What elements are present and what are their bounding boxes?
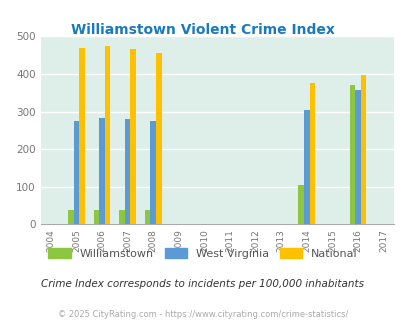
- Bar: [354, 90, 360, 224]
- Bar: [309, 83, 314, 224]
- Bar: [145, 211, 150, 224]
- Text: © 2025 CityRating.com - https://www.cityrating.com/crime-statistics/: © 2025 CityRating.com - https://www.city…: [58, 310, 347, 319]
- Bar: [68, 211, 73, 224]
- Legend: Williamstown, West Virginia, National: Williamstown, West Virginia, National: [44, 243, 361, 263]
- Bar: [124, 119, 130, 224]
- Bar: [73, 121, 79, 224]
- Bar: [150, 120, 156, 224]
- Text: Crime Index corresponds to incidents per 100,000 inhabitants: Crime Index corresponds to incidents per…: [41, 279, 364, 289]
- Text: Williamstown Violent Crime Index: Williamstown Violent Crime Index: [71, 23, 334, 37]
- Bar: [298, 185, 303, 224]
- Bar: [93, 211, 99, 224]
- Bar: [360, 75, 366, 224]
- Bar: [349, 85, 354, 224]
- Bar: [119, 211, 124, 224]
- Bar: [79, 48, 85, 224]
- Bar: [130, 49, 136, 224]
- Bar: [156, 53, 161, 224]
- Bar: [104, 46, 110, 224]
- Bar: [99, 118, 104, 224]
- Bar: [303, 110, 309, 224]
